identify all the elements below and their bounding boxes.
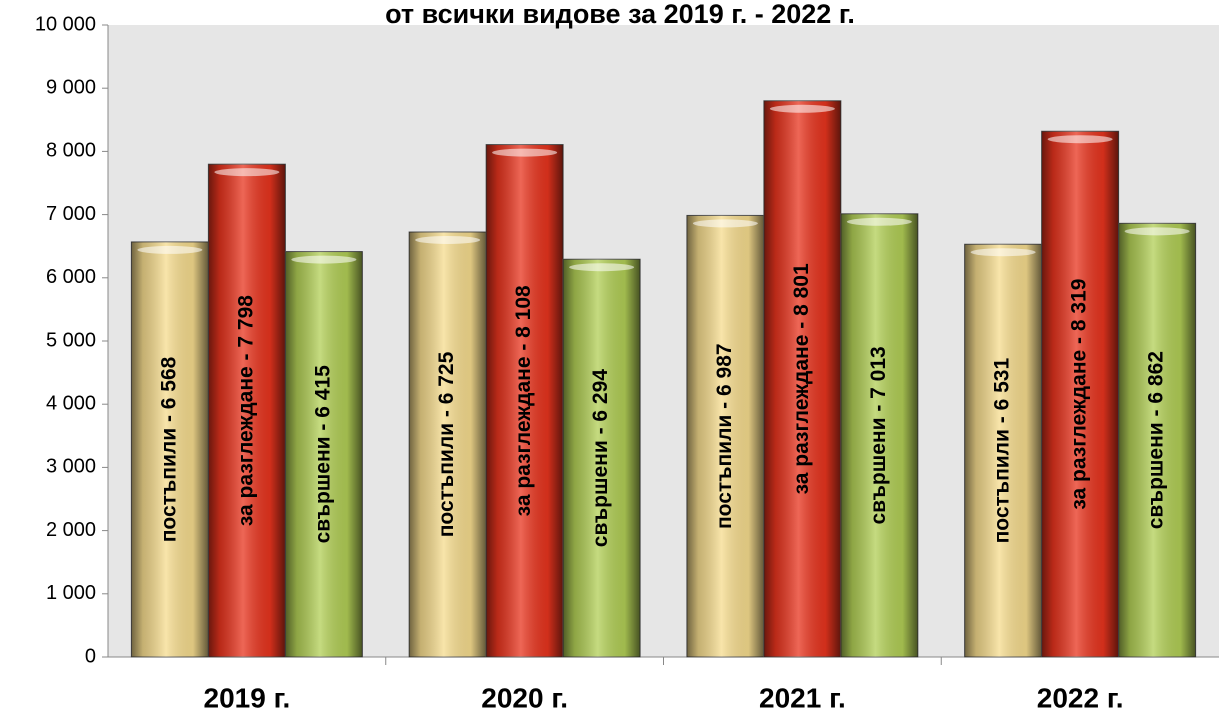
value-label: свършени - 7 013 <box>867 346 890 524</box>
y-tick-label: 8 000 <box>46 140 96 162</box>
bar-group <box>686 214 765 658</box>
bar-shade <box>1118 223 1196 657</box>
bar-shade <box>563 259 641 657</box>
bar-highlight <box>569 263 635 272</box>
bar-shade <box>131 241 209 657</box>
y-tick-label: 6 000 <box>46 266 96 288</box>
y-tick-label: 2 000 <box>46 519 96 541</box>
bar-shade <box>964 244 1042 658</box>
y-tick-label: 1 000 <box>46 582 96 604</box>
bar-group <box>1041 130 1120 658</box>
x-tick-label: 2020 г. <box>481 682 568 713</box>
bar-highlight <box>769 104 835 113</box>
bar-shade <box>840 213 918 658</box>
bar-highlight <box>137 245 203 254</box>
value-label: свършени - 6 294 <box>589 369 612 548</box>
bar-group <box>485 144 564 658</box>
bar-highlight <box>846 217 912 226</box>
bar-group <box>1118 222 1197 658</box>
value-label: за разглеждане - 7 798 <box>234 295 257 526</box>
value-label: постъпили - 6 725 <box>435 351 458 537</box>
value-label: постъпили - 6 531 <box>991 358 1014 544</box>
y-tick-label: 5 000 <box>46 329 96 351</box>
y-tick-label: 9 000 <box>46 76 96 98</box>
bar-highlight <box>1124 227 1190 236</box>
bar-highlight <box>970 248 1036 257</box>
bar-group <box>964 243 1043 658</box>
bar-highlight <box>492 148 558 157</box>
bar-highlight <box>692 219 758 228</box>
bar-shade <box>208 164 286 658</box>
bar-group <box>130 241 209 658</box>
bar-group <box>840 213 919 658</box>
y-tick-label: 10 000 <box>35 13 96 35</box>
x-tick-label: 2022 г. <box>1037 682 1124 713</box>
y-tick-label: 3 000 <box>46 456 96 478</box>
y-tick-label: 0 <box>85 645 96 667</box>
value-label: постъпили - 6 987 <box>713 343 736 529</box>
y-tick-label: 4 000 <box>46 392 96 414</box>
bar-group <box>284 251 363 658</box>
value-label: за разглеждане - 8 801 <box>790 263 813 494</box>
bar-shade <box>409 231 487 658</box>
y-tick-label: 7 000 <box>46 203 96 225</box>
bar-shade <box>763 100 841 658</box>
value-label: постъпили - 6 568 <box>157 356 180 542</box>
x-tick-label: 2019 г. <box>204 682 291 713</box>
value-label: свършени - 6 862 <box>1145 351 1168 529</box>
bar-shade <box>1041 131 1119 657</box>
chart-title: от всички видове за 2019 г. - 2022 г. <box>385 0 855 29</box>
value-label: свършени - 6 415 <box>311 365 334 544</box>
bar-highlight <box>291 255 357 264</box>
bar-shade <box>686 215 764 657</box>
bar-group <box>562 258 641 658</box>
x-tick-label: 2021 г. <box>759 682 846 713</box>
bar-highlight <box>1047 135 1113 144</box>
bar-shade <box>486 144 564 657</box>
value-label: за разглеждане - 8 108 <box>512 285 535 516</box>
bar-group <box>408 231 487 658</box>
bar-highlight <box>415 235 481 244</box>
bar-highlight <box>214 168 280 177</box>
value-label: за разглеждане - 8 319 <box>1068 279 1091 510</box>
bar-shade <box>285 251 363 657</box>
bar-group <box>207 163 286 658</box>
bar-group <box>763 100 842 658</box>
